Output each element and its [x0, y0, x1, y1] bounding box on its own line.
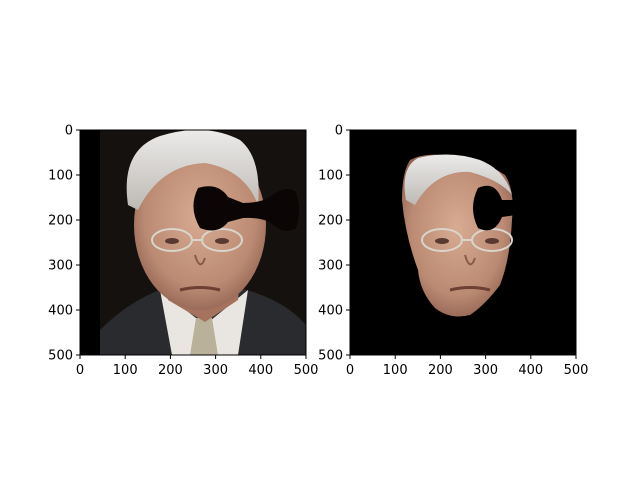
left-black-border	[80, 130, 100, 355]
right-x-tick-label-2: 200	[428, 363, 453, 378]
left-x-tick-label-1: 100	[113, 363, 138, 378]
left-image-panel	[80, 130, 306, 355]
right-y-tick-label-2: 200	[318, 214, 343, 229]
left-y-tick-label-5: 500	[48, 349, 73, 364]
right-x-tick-label-5: 500	[564, 363, 589, 378]
right-y-tick-label-1: 100	[318, 169, 343, 184]
left-y-tick-label-3: 300	[48, 259, 73, 274]
right-y-tick-label-4: 400	[318, 304, 343, 319]
right-y-tick-label-0: 0	[335, 124, 343, 139]
left-y-tick-label-0: 0	[65, 124, 73, 139]
right-image-panel	[350, 130, 576, 355]
right-y-tick-label-5: 500	[318, 349, 343, 364]
left-x-tick-label-5: 500	[294, 363, 319, 378]
right-x-tick-label-1: 100	[383, 363, 408, 378]
left-y-tick-label-2: 200	[48, 214, 73, 229]
right-x-tick-label-3: 300	[473, 363, 498, 378]
left-y-tick-label-1: 100	[48, 169, 73, 184]
left-y-tick-label-4: 400	[48, 304, 73, 319]
right-x-tick-label-4: 400	[518, 363, 543, 378]
right-y-tick-label-3: 300	[318, 259, 343, 274]
left-x-tick-label-0: 0	[76, 363, 84, 378]
right-x-tick-label-0: 0	[346, 363, 354, 378]
left-x-tick-label-2: 200	[158, 363, 183, 378]
left-x-tick-label-4: 400	[248, 363, 273, 378]
left-x-tick-label-3: 300	[203, 363, 228, 378]
